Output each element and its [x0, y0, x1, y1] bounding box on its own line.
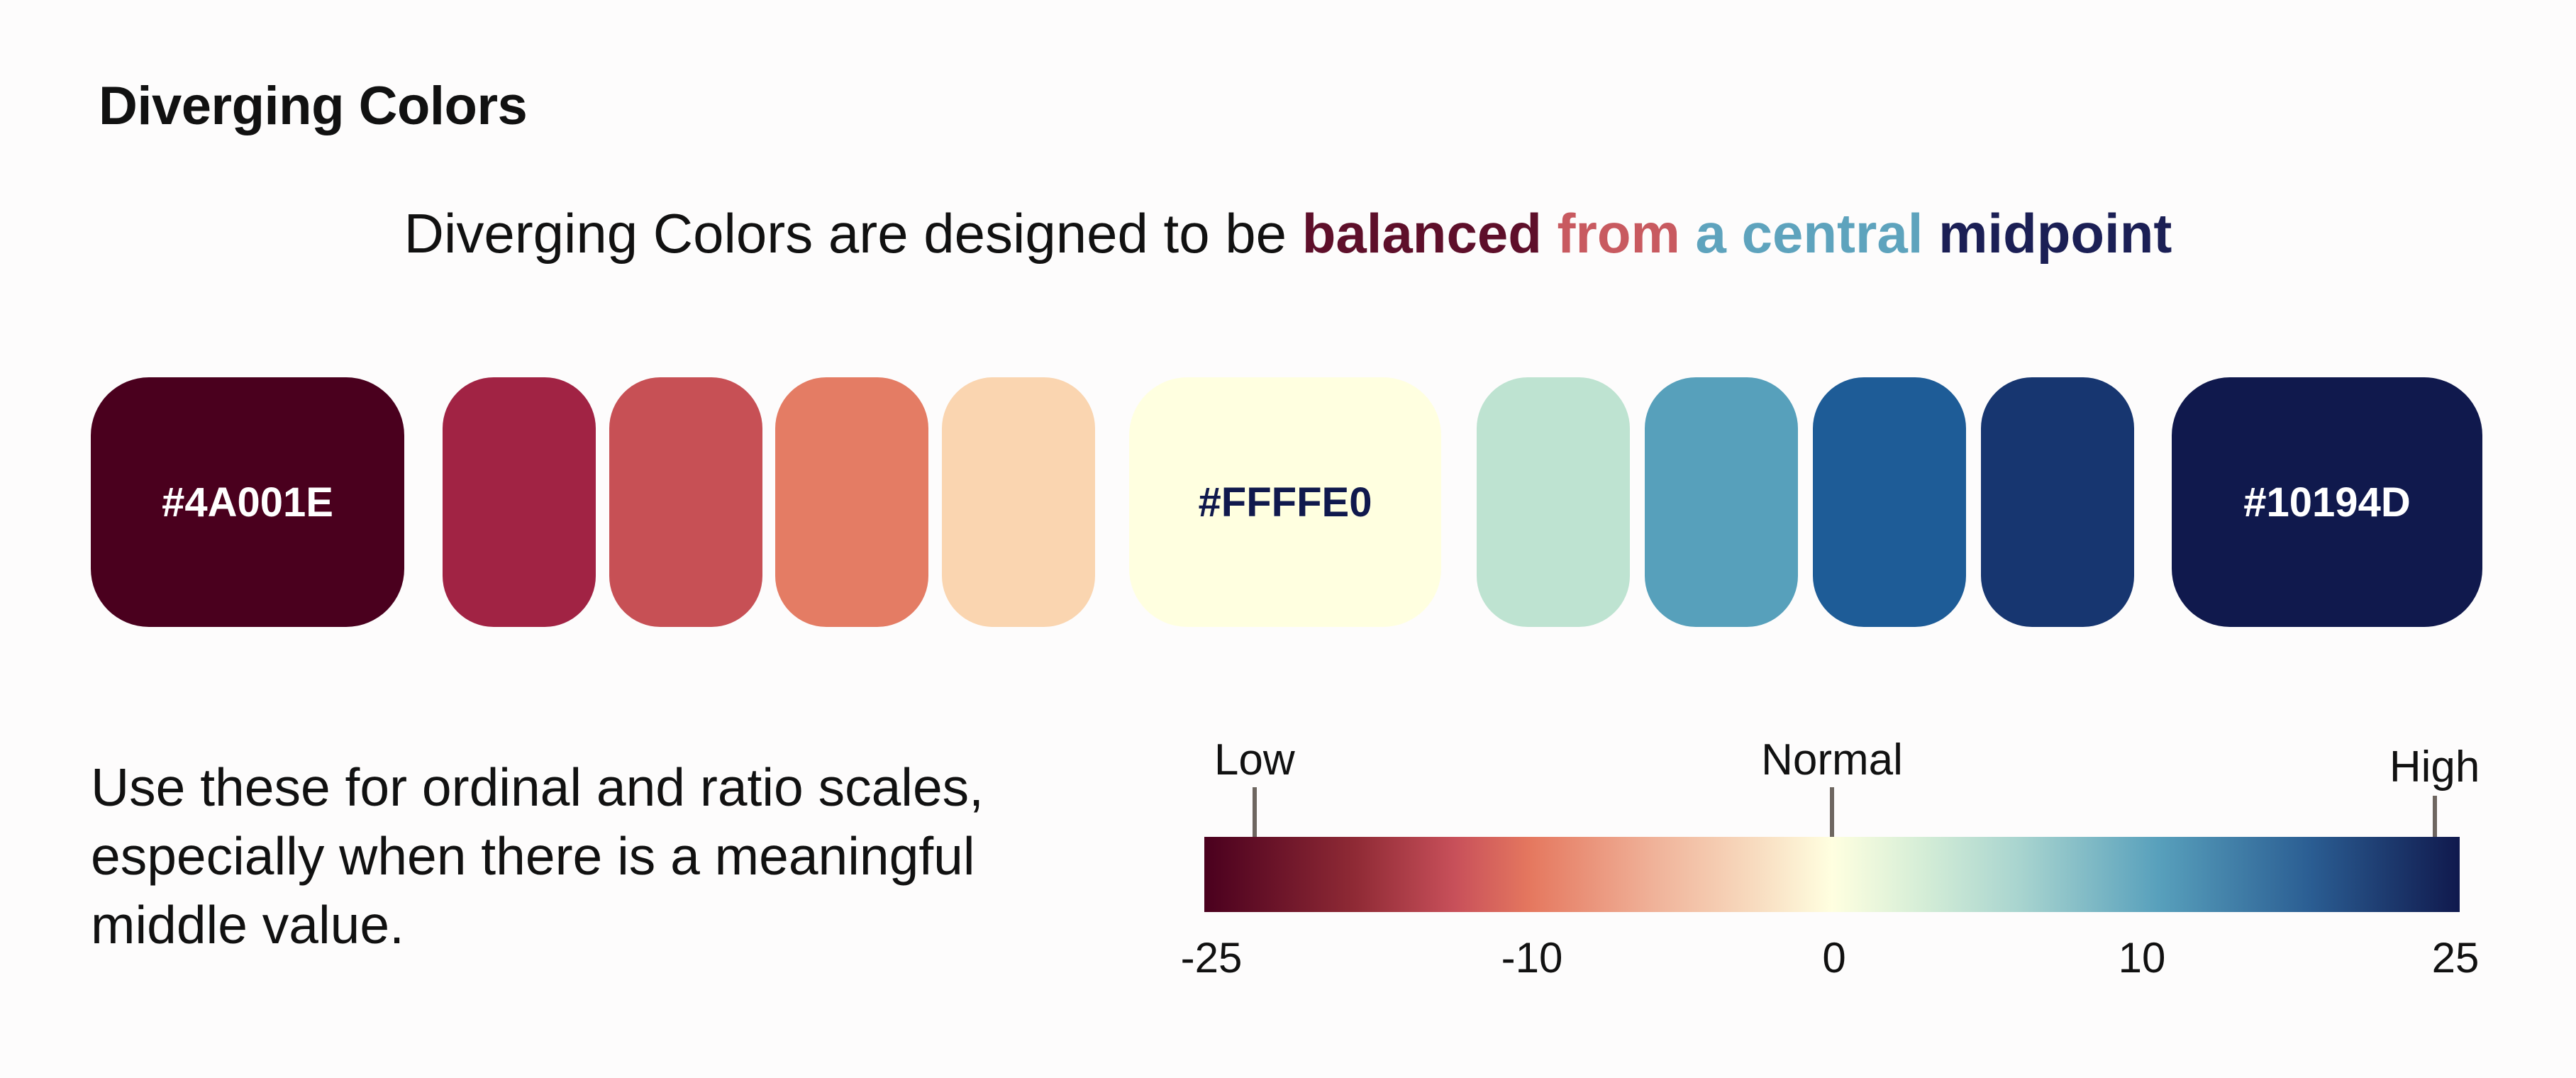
- subtitle-word-midpoint: midpoint: [1938, 202, 2172, 265]
- usage-note: Use these for ordinal and ratio scales, …: [91, 757, 984, 955]
- subtitle-prefix: Diverging Colors are designed to be: [404, 202, 1302, 265]
- scale-marker-high: [2432, 796, 2437, 861]
- scale-marker-label-normal: Normal: [1761, 735, 1903, 784]
- swatch-9: [1813, 377, 1966, 627]
- page-title: Diverging Colors: [99, 76, 528, 136]
- scale-tick-label: 25: [2431, 934, 2480, 982]
- swatch-6: #FFFFE0: [1129, 377, 1441, 627]
- swatch-2: [443, 377, 596, 627]
- scale-tick-label: -10: [1501, 934, 1563, 982]
- swatch-7: [1477, 377, 1630, 627]
- scale-marker-normal: [1830, 787, 1834, 851]
- swatch-10: [1981, 377, 2134, 627]
- scale-marker-low: [1252, 787, 1257, 851]
- scale-tick-label: 0: [1822, 934, 1846, 982]
- swatch-4: [775, 377, 928, 627]
- swatch-3: [609, 377, 762, 627]
- swatch-1: #4A001E: [91, 377, 404, 627]
- swatch-8: [1645, 377, 1798, 627]
- subtitle-word-central: central: [1741, 202, 1923, 265]
- swatch-6-hex-label: #FFFFE0: [1198, 479, 1372, 526]
- subtitle: Diverging Colors are designed to be bala…: [0, 201, 2576, 266]
- swatch-1-hex-label: #4A001E: [162, 479, 333, 526]
- subtitle-word-a: a: [1695, 202, 1726, 265]
- subtitle-word-from: from: [1557, 202, 1680, 265]
- scale-marker-label-low: Low: [1214, 735, 1295, 784]
- swatch-5: [942, 377, 1095, 627]
- scale-tick-label: 10: [2118, 934, 2166, 982]
- scale-tick-label: -25: [1180, 934, 1243, 982]
- swatch-11-hex-label: #10194D: [2243, 479, 2411, 526]
- subtitle-word-balanced: balanced: [1301, 202, 1542, 265]
- scale-marker-label-high: High: [2389, 743, 2480, 791]
- swatch-11: #10194D: [2172, 377, 2482, 627]
- diverging-gradient-bar: [1204, 837, 2460, 912]
